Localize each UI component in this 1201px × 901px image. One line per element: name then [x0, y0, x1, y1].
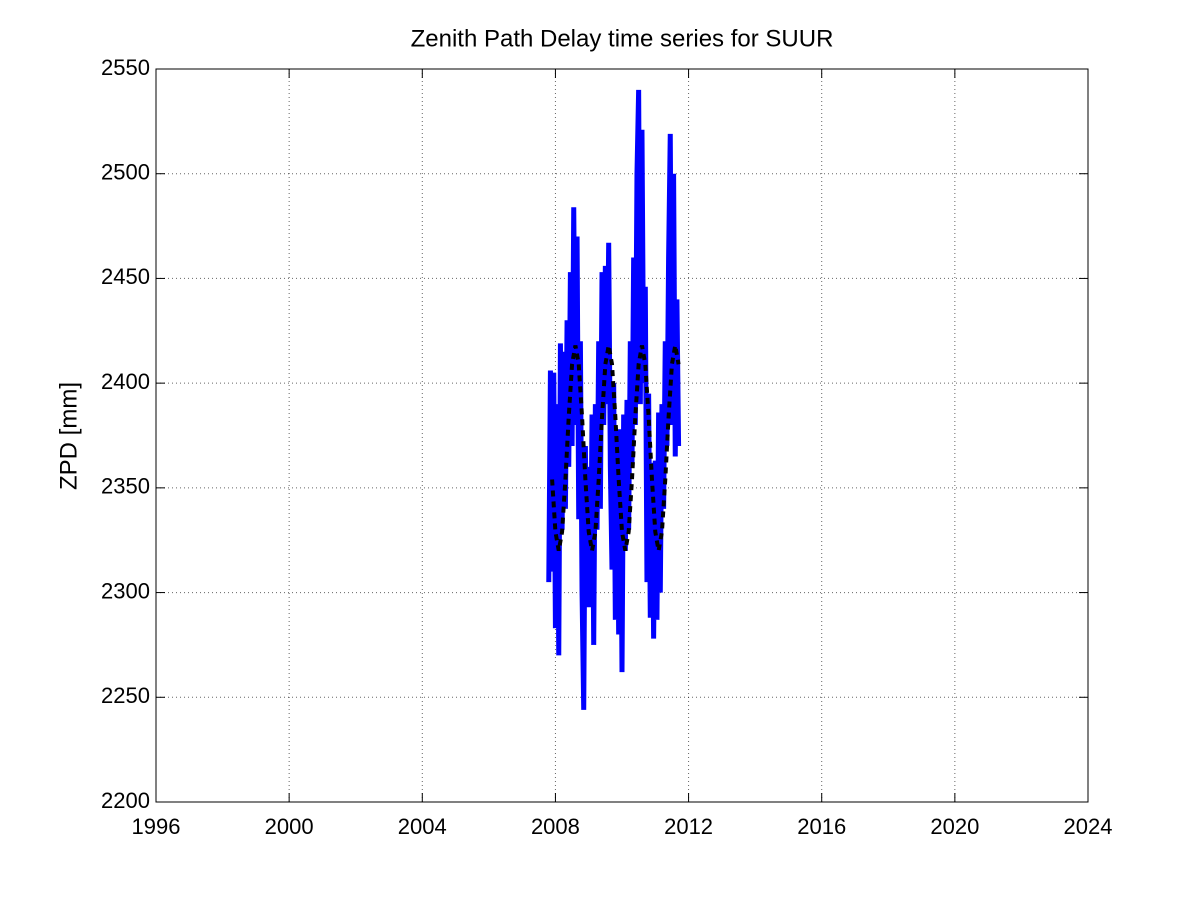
x-tick-label: 2000: [265, 814, 314, 839]
y-tick-label: 2500: [101, 160, 150, 185]
fit-line: [550, 345, 681, 552]
x-tick-label: 1996: [132, 814, 181, 839]
x-tick-label: 2004: [398, 814, 447, 839]
plot-frame: [155, 68, 1089, 803]
x-tick-label: 2008: [531, 814, 580, 839]
y-tick-label: 2400: [101, 369, 150, 394]
y-tick-label: 2450: [101, 264, 150, 289]
x-tick-label: 2024: [1064, 814, 1113, 839]
x-tick-label: 2016: [797, 814, 846, 839]
y-axis-label: ZPD [mm]: [55, 382, 82, 490]
y-tick-label: 2200: [101, 788, 150, 813]
chart-title: Zenith Path Delay time series for SUUR: [411, 25, 834, 52]
x-tick-label: 2012: [664, 814, 713, 839]
y-tick-label: 2250: [101, 683, 150, 708]
y-tick-label: 2550: [101, 55, 150, 80]
x-tick-label: 2020: [930, 814, 979, 839]
y-tick-label: 2300: [101, 578, 150, 603]
y-tick-label: 2350: [101, 474, 150, 499]
